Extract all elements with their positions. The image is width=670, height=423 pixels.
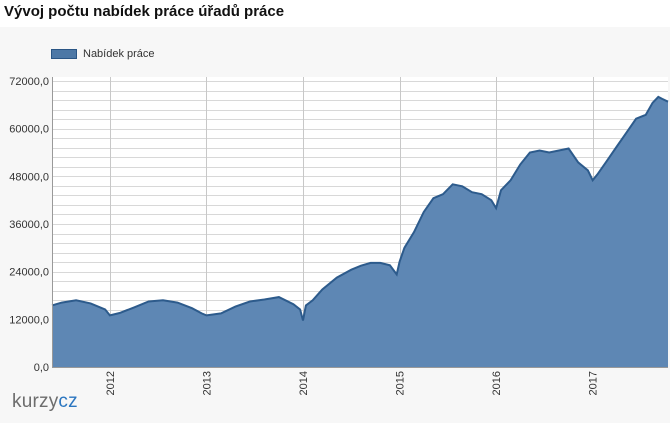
legend: Nabídek práce bbox=[51, 48, 155, 60]
x-tick-label: 2015 bbox=[395, 371, 407, 395]
x-tick-label: 2016 bbox=[491, 371, 503, 395]
y-tick-label: 36000,0 bbox=[9, 219, 49, 231]
y-tick-label: 60000,0 bbox=[9, 124, 49, 136]
kurzy-cz-logo: kurzycz bbox=[12, 391, 78, 413]
y-tick-label: 72000,0 bbox=[9, 76, 49, 88]
x-tick-label: 2017 bbox=[588, 371, 600, 395]
series-line bbox=[51, 95, 669, 321]
logo-text-cz: cz bbox=[58, 391, 78, 412]
legend-swatch bbox=[51, 49, 77, 59]
x-tick-label: 2012 bbox=[105, 371, 117, 395]
x-tick-label: 2013 bbox=[201, 371, 213, 395]
y-tick-label: 24000,0 bbox=[9, 267, 49, 279]
y-tick-label: 0,0 bbox=[34, 362, 49, 374]
legend-label: Nabídek práce bbox=[83, 48, 155, 60]
series-area bbox=[52, 96, 668, 368]
logo-text: kurzy bbox=[12, 391, 59, 412]
y-tick-label: 48000,0 bbox=[9, 171, 49, 183]
y-tick-label: 12000,0 bbox=[9, 314, 49, 326]
x-tick-label: 2014 bbox=[298, 371, 310, 395]
chart-title: Vývoj počtu nabídek práce úřadů práce bbox=[4, 3, 285, 20]
